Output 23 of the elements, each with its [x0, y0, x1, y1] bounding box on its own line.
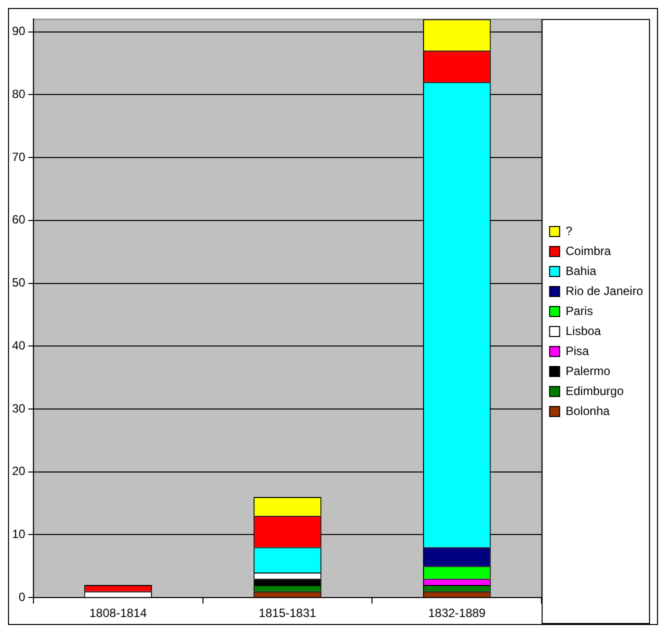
y-tick-label: 30 [12, 401, 26, 416]
legend-label: Bahia [566, 264, 597, 278]
legend-label: Lisboa [566, 324, 602, 338]
y-tick-label: 0 [18, 590, 26, 604]
x-tick-label: 1815-1831 [258, 606, 316, 620]
legend-label: Paris [566, 304, 593, 318]
legend-label: ? [566, 224, 573, 238]
x-tick-label: 1832-1889 [428, 606, 486, 620]
legend-label: Edimburgo [566, 384, 624, 398]
y-tick-label: 60 [12, 212, 26, 227]
y-tick-label: 80 [12, 86, 26, 101]
legend-label: Bolonha [566, 404, 610, 418]
y-tick-label: 20 [12, 464, 26, 478]
y-tick-label: 10 [12, 527, 26, 542]
legend-label: Rio de Janeiro [566, 284, 644, 298]
legend-label: Palermo [566, 364, 611, 378]
y-tick-label: 50 [12, 276, 26, 290]
x-tick-label: 1808-1814 [89, 606, 148, 620]
legend-label: Pisa [566, 344, 590, 358]
y-tick-label: 70 [12, 150, 26, 164]
legend-label: Coimbra [566, 244, 612, 258]
y-tick-label: 90 [12, 24, 26, 38]
y-tick-label: 40 [12, 338, 26, 352]
